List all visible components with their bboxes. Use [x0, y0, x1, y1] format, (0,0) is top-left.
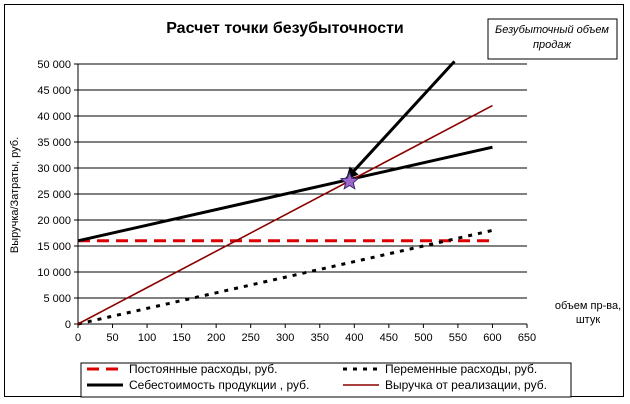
series-line-4	[77, 104, 493, 325]
markers	[339, 60, 456, 190]
y-tick-label: 40 000	[37, 111, 71, 123]
x-tick-label: 50	[106, 332, 118, 344]
y-tick-label: 0	[65, 319, 71, 331]
series-line-2	[77, 228, 493, 326]
axes	[74, 63, 528, 328]
x-axis-label-line-2: штук	[576, 314, 600, 326]
y-tick-label: 50 000	[37, 59, 71, 71]
x-tick-label: 0	[75, 332, 81, 344]
x-axis-label-line-1: объем пр-ва,	[555, 300, 621, 312]
x-tick-label: 250	[242, 332, 260, 344]
y-axis-label: Выручка/Затраты, руб.	[9, 137, 21, 253]
arrow-line	[344, 60, 456, 181]
annotation-line-1: Безубыточный объем	[495, 24, 609, 36]
x-tick-label: 450	[380, 332, 398, 344]
x-tick-label: 350	[311, 332, 329, 344]
y-tick-label: 10 000	[37, 267, 71, 279]
annotation-box	[487, 18, 618, 60]
x-tick-label: 150	[172, 332, 190, 344]
y-tick-label: 30 000	[37, 163, 71, 175]
y-tick-label: 45 000	[37, 85, 71, 97]
y-tick-labels: 0 5 000 10 000 15 000 20 000 25 000 30 000 35 0…	[37, 59, 71, 331]
legend-label-3: Себестоимость продукции , руб.	[129, 378, 309, 392]
series-line-3	[77, 145, 493, 243]
annotation-line-2: продаж	[533, 39, 571, 51]
series-lines	[77, 104, 493, 326]
x-tick-label: 600	[483, 332, 501, 344]
x-tick-label: 200	[207, 332, 225, 344]
x-tick-label: 550	[449, 332, 467, 344]
legend-label-2: Переменные расходы, руб.	[385, 362, 537, 376]
break-even-chart: Расчет точки безубыточности Безубыточный…	[9, 18, 621, 398]
x-tick-label: 500	[414, 332, 432, 344]
x-tick-labels: 0 50 100 150 200 250 300 350 400 450 500 550 600 650	[75, 332, 536, 344]
x-tick-label: 650	[518, 332, 536, 344]
chart-frame: Расчет точки безубыточности Безубыточный…	[4, 4, 624, 398]
y-tick-label: 20 000	[37, 215, 71, 227]
y-tick-label: 15 000	[37, 241, 71, 253]
legend-label-4: Выручка от реализации, руб.	[385, 378, 547, 392]
x-tick-label: 300	[276, 332, 294, 344]
break-even-star-marker	[339, 171, 360, 190]
legend: Постоянные расходы, руб. Переменные расхо…	[87, 362, 547, 392]
legend-box	[80, 362, 572, 398]
chart-title: Расчет точки безубыточности	[166, 20, 404, 37]
y-tick-label: 25 000	[37, 189, 71, 201]
x-tick-label: 100	[138, 332, 156, 344]
gridlines	[78, 63, 527, 299]
legend-label-1: Постоянные расходы, руб.	[129, 362, 278, 376]
y-tick-label: 35 000	[37, 137, 71, 149]
x-tick-label: 400	[345, 332, 363, 344]
y-tick-label: 5 000	[43, 293, 71, 305]
